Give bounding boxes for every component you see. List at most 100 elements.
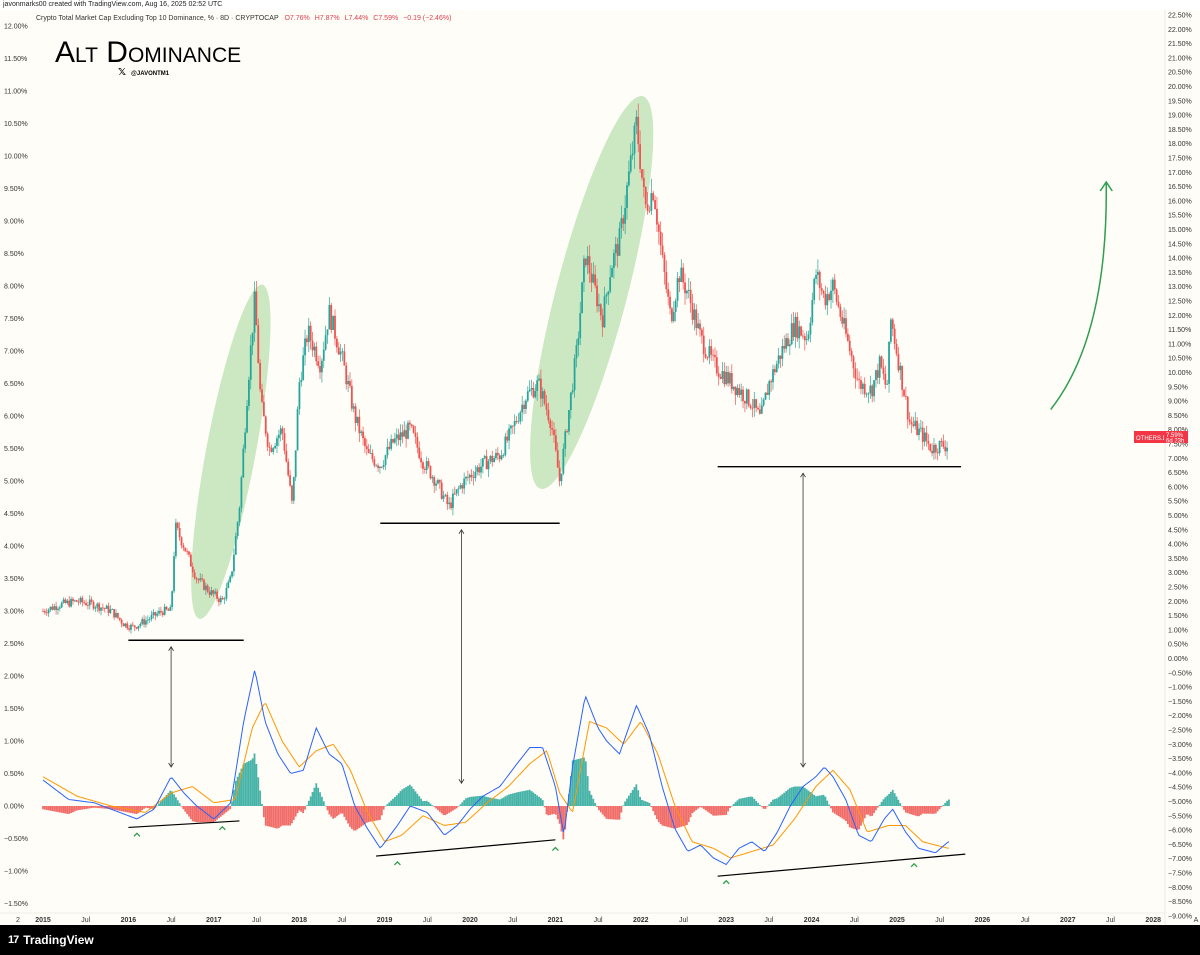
histogram-bar xyxy=(109,806,112,810)
candle-body xyxy=(822,290,825,294)
candle-body xyxy=(335,338,338,348)
candle-body xyxy=(616,244,619,256)
right-axis-label: −4.00% xyxy=(1168,770,1192,777)
ohlc-open: O7.76% xyxy=(284,15,309,22)
candle-body xyxy=(240,477,243,508)
candle-body xyxy=(195,577,198,580)
candle-body xyxy=(800,326,802,336)
candle-body xyxy=(933,444,935,454)
histogram-bar xyxy=(627,795,630,806)
histogram-bar xyxy=(337,806,340,815)
histogram-bar xyxy=(908,806,911,814)
candle-body xyxy=(212,590,215,594)
chart-canvas[interactable]: 12.00% 11.50% 11.00% 10.50% 10.00% 9.50% 9.00%… xyxy=(0,10,1200,925)
candle-body xyxy=(596,285,598,307)
right-axis-label: 8.00% xyxy=(1168,427,1188,434)
candle-body xyxy=(92,601,95,609)
tradingview-logo[interactable]: 17 TradingView xyxy=(8,933,94,947)
candle-body xyxy=(669,296,671,309)
candle-body xyxy=(751,407,754,409)
histogram-bar xyxy=(753,798,756,806)
histogram-bar xyxy=(296,806,299,814)
candle-body xyxy=(189,554,192,567)
right-axis: 22.50% 22.00% 21.50% 21.00% 20.50% 20.00% 19.5… xyxy=(1164,10,1192,925)
candle-body xyxy=(214,591,217,594)
candle-body xyxy=(272,448,275,452)
candle-body xyxy=(289,475,291,486)
candle-body xyxy=(414,432,417,437)
candle-body xyxy=(867,393,870,395)
chart-area[interactable]: 12.00% 11.50% 11.00% 10.50% 10.00% 9.50% 9.00%… xyxy=(0,10,1200,925)
candle-body xyxy=(206,585,209,592)
candle-body xyxy=(817,271,819,275)
histogram-bar xyxy=(158,803,160,806)
histogram-bar xyxy=(826,800,829,806)
left-axis-label: 4.00% xyxy=(4,544,24,551)
left-axis-label: 10.50% xyxy=(4,121,28,128)
candle-body xyxy=(358,416,361,434)
histogram-bar xyxy=(307,800,310,806)
candle-body xyxy=(858,379,860,381)
candle-body xyxy=(747,389,750,406)
time-axis[interactable]: 2 2015 Jul 2016 Jul 2017 Jul 2018 Jul 2019 Jul 2020… xyxy=(0,912,1199,924)
histogram-bar xyxy=(811,793,814,806)
candle-body xyxy=(352,406,355,409)
divergence-line xyxy=(128,820,240,829)
histogram-bar xyxy=(42,806,44,810)
candle-body xyxy=(504,436,507,456)
histogram-bar xyxy=(948,799,950,806)
candle-body xyxy=(444,494,447,496)
histogram-bar xyxy=(380,806,383,816)
right-axis-label: 14.00% xyxy=(1168,256,1192,263)
histogram-bar xyxy=(729,806,731,809)
candle-body xyxy=(916,420,919,435)
candle-body xyxy=(496,452,499,456)
time-axis-label: 2021 xyxy=(548,917,564,924)
histogram-bar xyxy=(141,806,144,811)
candle-body xyxy=(888,341,890,384)
candle-body xyxy=(912,424,915,426)
candle-body xyxy=(491,455,494,463)
histogram-bar xyxy=(669,806,671,828)
candle-body xyxy=(203,579,205,590)
histogram-bar xyxy=(599,806,602,813)
candle-body xyxy=(349,381,351,386)
candle-body xyxy=(511,425,514,427)
right-axis-label: 20.00% xyxy=(1168,84,1192,91)
candle-body xyxy=(382,465,385,468)
macd-axis-label: −1.00% xyxy=(4,869,28,876)
histogram-bar xyxy=(238,772,241,806)
candle-body xyxy=(45,612,48,614)
candle-body xyxy=(90,599,93,602)
candle-body xyxy=(938,440,941,454)
tradingview-mark-icon: 17 xyxy=(8,934,19,946)
histogram-bar xyxy=(910,806,913,815)
candle-body xyxy=(650,193,653,211)
histogram-bar xyxy=(678,806,681,828)
candle-body xyxy=(772,369,774,383)
histogram-bar xyxy=(75,806,78,811)
candle-body xyxy=(730,373,733,390)
candle-body xyxy=(618,228,621,256)
candle-body xyxy=(425,461,428,470)
histogram-bar xyxy=(845,806,847,822)
histogram-bar xyxy=(276,806,278,829)
candle-body xyxy=(277,434,280,439)
histogram-bar xyxy=(440,806,443,814)
histogram-bar xyxy=(899,803,902,806)
candle-body xyxy=(700,329,703,336)
candle-body xyxy=(294,450,297,478)
candle-body xyxy=(944,446,947,452)
candle-body xyxy=(255,291,258,326)
histogram-bar xyxy=(708,806,711,813)
histogram-bar xyxy=(773,798,776,806)
histogram-bar xyxy=(163,797,166,806)
candle-body xyxy=(642,177,645,188)
candle-body xyxy=(201,578,204,580)
candle-body xyxy=(495,452,497,459)
histogram-bar xyxy=(856,806,859,830)
time-axis-label: Jul xyxy=(508,917,517,924)
histogram-bar xyxy=(485,796,488,806)
histogram-bar xyxy=(249,760,252,806)
histogram-bar xyxy=(418,796,421,806)
